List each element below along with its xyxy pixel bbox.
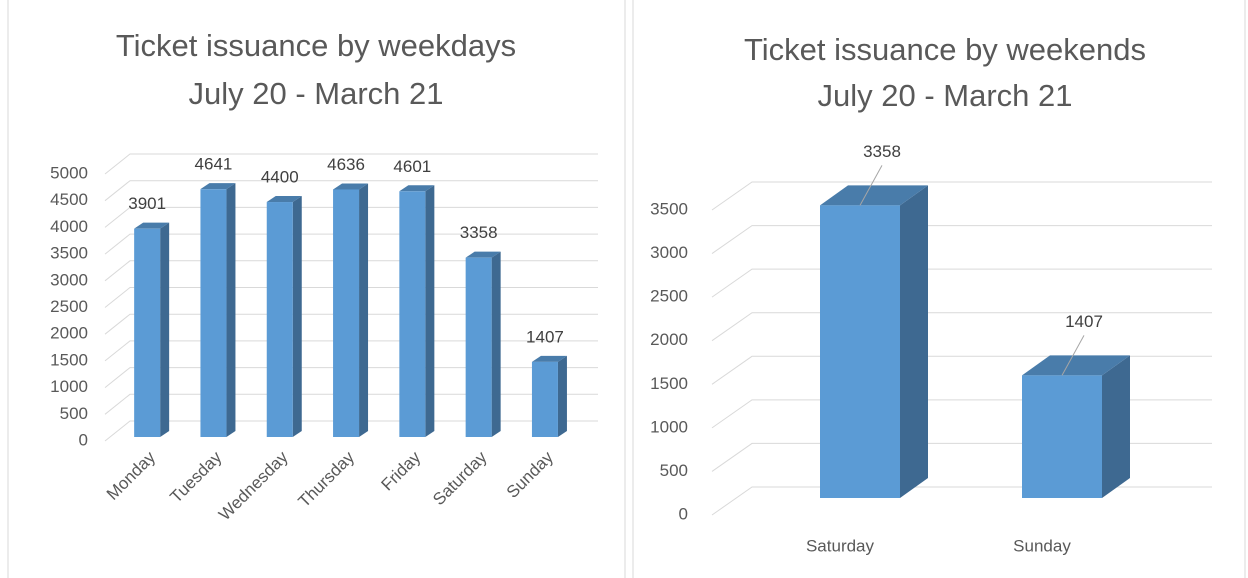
y-tick-label: 2500 (650, 287, 688, 306)
y-tick-label: 4500 (50, 190, 88, 209)
grid-line (711, 486, 1212, 516)
bar (200, 189, 227, 437)
y-tick-label: 3000 (650, 243, 688, 262)
data-label: 3901 (128, 194, 166, 213)
y-tick-label: 3000 (50, 270, 88, 289)
grid-line (104, 393, 598, 415)
bar (333, 189, 360, 437)
bar-top (134, 222, 170, 229)
x-tick-label: Thursday (294, 447, 358, 511)
y-tick-label: 5000 (50, 163, 88, 182)
y-tick-label: 2000 (50, 324, 88, 343)
grid-line (711, 399, 1212, 429)
grid-line (104, 367, 598, 388)
bar (820, 205, 900, 499)
grid-line (104, 287, 598, 308)
data-label: 4601 (393, 157, 431, 176)
data-label: 4400 (261, 168, 299, 187)
y-tick-label: 500 (60, 404, 88, 423)
y-tick-label: 2000 (650, 330, 688, 349)
grid-line (104, 340, 598, 362)
bar-side (1102, 355, 1130, 498)
grid-line (104, 206, 598, 228)
leader-line (1061, 335, 1085, 376)
data-label: 4641 (195, 155, 233, 174)
grid-line (711, 181, 1212, 211)
x-tick-label: Sunday (503, 447, 558, 502)
grid-line (711, 312, 1212, 342)
grid-line (104, 233, 598, 255)
x-tick-label: Saturday (806, 536, 875, 555)
y-tick-label: 1500 (650, 374, 688, 393)
data-label: 1407 (526, 327, 564, 346)
grid-line (711, 268, 1212, 298)
y-tick-label: 3500 (50, 244, 88, 263)
x-tick-label: Monday (103, 447, 160, 504)
x-tick-label: Tuesday (166, 447, 225, 506)
bar-side (900, 185, 928, 499)
bar (465, 257, 492, 437)
bar-top (465, 251, 501, 258)
y-tick-label: 0 (679, 504, 688, 523)
y-tick-label: 1000 (50, 377, 88, 396)
bar (399, 191, 426, 437)
grid-line (711, 225, 1212, 254)
grid-line (711, 355, 1212, 385)
grid-line (711, 442, 1212, 472)
bar-top (200, 183, 236, 190)
y-tick-label: 2500 (50, 297, 88, 316)
bar (531, 361, 558, 437)
grid-line (104, 313, 598, 335)
panel (7, 0, 626, 578)
grid-line (104, 260, 598, 282)
chart-subtitle: July 20 - March 21 (818, 78, 1073, 113)
bar (1022, 375, 1102, 498)
data-label: 1407 (1065, 312, 1103, 331)
grid-line (104, 420, 598, 442)
grid-line (104, 180, 598, 202)
data-label: 3358 (460, 223, 498, 242)
bar-top (820, 185, 928, 206)
chart-title: Ticket issuance by weekends (744, 32, 1146, 67)
y-tick-label: 500 (660, 461, 688, 480)
bar (134, 228, 161, 437)
bar-top (266, 196, 302, 203)
x-tick-label: Friday (378, 447, 425, 494)
x-tick-label: Saturday (429, 447, 491, 509)
bar-top (1022, 355, 1130, 376)
data-label: 3358 (863, 142, 901, 161)
x-tick-label: Sunday (1013, 536, 1071, 555)
grid-line (104, 153, 598, 175)
bar-side (226, 183, 236, 437)
bar-side (359, 183, 369, 437)
y-tick-label: 1500 (50, 350, 88, 369)
leader-line (859, 165, 883, 206)
bar-side (292, 196, 302, 437)
bar-side (557, 355, 567, 437)
bar-side (425, 185, 435, 437)
bar-side (491, 251, 501, 437)
y-tick-label: 0 (79, 430, 88, 449)
y-tick-label: 1000 (650, 417, 688, 436)
bar (266, 202, 293, 437)
panel (632, 0, 1246, 578)
bar-top (399, 185, 435, 192)
y-tick-label: 4000 (50, 217, 88, 236)
bar-top (531, 355, 567, 362)
chart-subtitle: July 20 - March 21 (189, 76, 444, 111)
x-tick-label: Wednesday (215, 447, 292, 524)
chart-title: Ticket issuance by weekdays (116, 28, 516, 63)
data-label: 4636 (327, 155, 365, 174)
y-tick-label: 3500 (650, 199, 688, 218)
bar-top (333, 183, 369, 190)
bar-side (160, 222, 170, 437)
